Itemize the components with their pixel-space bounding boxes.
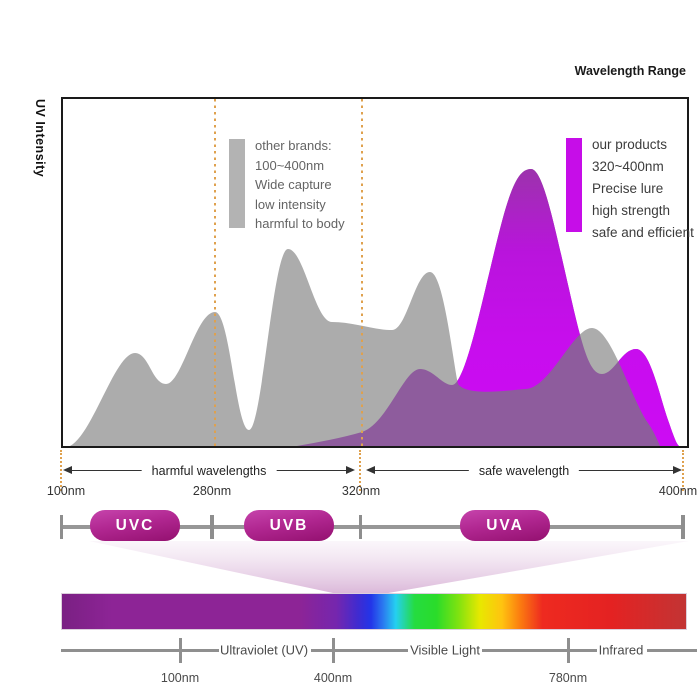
page-title: Laboratory Spectral Data [56,34,342,60]
band-tick-400nm [681,515,685,539]
wavelength-range-label: Wavelength Range [574,64,686,78]
scale-label-780nm: 780nm [548,671,588,685]
harmful-range-label: harmful wavelengths [141,463,277,478]
header-banner: Laboratory Spectral Data [0,22,700,73]
guide-100nm-below [60,450,62,491]
legend-line: our products [592,137,668,152]
legend-ours-swatch [566,138,582,232]
scale-line-segment [61,649,219,652]
region-infrared-label: Infrared [598,642,644,658]
our-products-area [297,169,679,446]
band-tick-100nm [59,515,63,539]
scale-label-400nm: 400nm [313,671,353,685]
arrowhead-left-icon [63,466,72,474]
legend-line: Wide capture [255,177,332,192]
funnel-shape [89,541,689,596]
scale-line-segment [482,649,597,652]
legend-our-products: our products 320~400nm Precise lure high… [566,137,694,244]
legend-line: other brands: [255,138,332,153]
safe-range-arrow: safe wavelength [366,463,682,478]
tick-320nm: 320nm [341,484,381,498]
band-tick-320nm [358,515,362,539]
scale-line-segment [311,649,408,652]
legend-other-swatch [229,139,245,228]
harmful-range-arrow: harmful wavelengths [63,463,355,478]
scale-tick-780nm [566,638,570,663]
spectral-chart [61,97,689,448]
band-tick-280nm [210,515,214,539]
legend-line: 100~400nm [255,157,325,173]
band-axis-line [61,525,684,529]
guide-400nm-below [682,450,684,491]
guide-320nm-below [359,450,361,491]
spectral-chart-svg [70,99,679,446]
scale-tick-400nm [331,638,335,663]
legend-line: low intensity [255,196,326,212]
arrowhead-right-icon [346,466,355,474]
legend-line: safe and efficient [592,225,694,240]
safe-range-label: safe wavelength [468,463,580,478]
legend-line: harmful to body [255,216,345,231]
y-axis-label: UV Intensity [33,99,47,178]
tick-280nm: 280nm [192,484,232,498]
band-pill-uva: UVA [460,510,550,541]
legend-line: Precise lure [592,181,664,196]
tick-400nm: 400nm [658,484,698,498]
scale-line-segment [647,649,697,652]
arrowhead-right-icon [673,466,682,474]
band-pill-uvc: UVC [90,510,180,541]
region-visible-label: Visible Light [410,642,480,658]
scale-tick-100nm [178,638,182,663]
scale-label-100nm: 100nm [160,671,200,685]
tick-100nm: 100nm [46,484,86,498]
legend-line: high strength [592,203,671,218]
legend-line: 320~400nm [592,159,664,174]
region-ultraviolet-label: Ultraviolet (UV) [219,642,309,658]
band-pill-uvb: UVB [244,510,334,541]
legend-other-brands: other brands: 100~400nm Wide capture low… [229,138,345,234]
spectrum-bar [61,593,687,630]
arrowhead-left-icon [366,466,375,474]
